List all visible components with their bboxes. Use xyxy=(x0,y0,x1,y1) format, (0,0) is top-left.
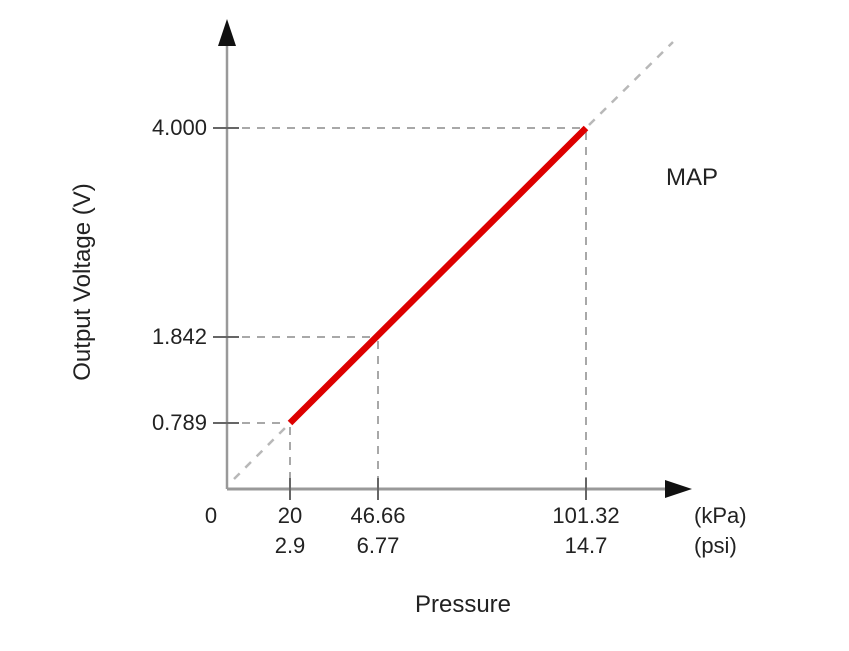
x-axis-title: Pressure xyxy=(414,591,512,618)
x-tick-label-20kpa: 20 xyxy=(277,503,303,528)
x-axis-arrow-icon xyxy=(665,480,692,498)
y-tick-label-0789: 0.789 xyxy=(151,410,207,435)
y-tick-label-4000: 4.000 xyxy=(151,115,207,140)
x-unit-label-psi: (psi) xyxy=(694,533,737,558)
map-annotation: MAP xyxy=(666,164,719,191)
x-tick-label-4666kpa: 46.66 xyxy=(350,503,406,528)
extrapolation-dash-lower xyxy=(233,425,288,480)
extrapolation-dash-upper xyxy=(588,41,674,126)
x-tick-label-origin: 0 xyxy=(204,503,218,528)
x-tick-label-29psi: 2.9 xyxy=(274,533,306,558)
x-tick-label-677psi: 6.77 xyxy=(356,533,400,558)
map-response-line xyxy=(287,125,589,426)
x-tick-label-10132kpa: 101.32 xyxy=(552,503,620,528)
y-tick-label-1842: 1.842 xyxy=(151,324,207,349)
x-tick-label-147psi: 14.7 xyxy=(564,533,608,558)
y-axis-arrow-icon xyxy=(218,19,236,46)
y-axis-title: Output Voltage (V) xyxy=(69,183,96,381)
x-unit-label-kpa: (kPa) xyxy=(694,503,747,528)
